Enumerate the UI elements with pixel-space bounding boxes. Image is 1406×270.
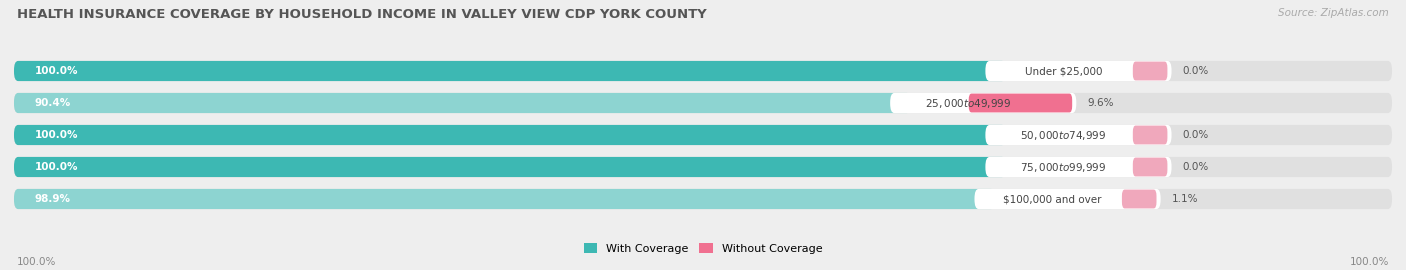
Legend: With Coverage, Without Coverage: With Coverage, Without Coverage (583, 244, 823, 254)
FancyBboxPatch shape (14, 157, 1392, 177)
Text: 98.9%: 98.9% (35, 194, 70, 204)
Text: $75,000 to $99,999: $75,000 to $99,999 (1021, 160, 1107, 174)
Text: 100.0%: 100.0% (35, 162, 79, 172)
Text: $100,000 and over: $100,000 and over (1004, 194, 1102, 204)
FancyBboxPatch shape (986, 157, 1171, 177)
FancyBboxPatch shape (890, 93, 1077, 113)
FancyBboxPatch shape (14, 125, 1392, 145)
Text: 100.0%: 100.0% (17, 257, 56, 267)
Text: 90.4%: 90.4% (35, 98, 70, 108)
FancyBboxPatch shape (14, 93, 1392, 113)
FancyBboxPatch shape (14, 93, 911, 113)
Text: 0.0%: 0.0% (1182, 66, 1209, 76)
FancyBboxPatch shape (986, 125, 1171, 145)
FancyBboxPatch shape (969, 94, 1073, 112)
Text: 0.0%: 0.0% (1182, 130, 1209, 140)
Text: 100.0%: 100.0% (35, 66, 79, 76)
FancyBboxPatch shape (1133, 62, 1167, 80)
FancyBboxPatch shape (14, 61, 1007, 81)
Text: Source: ZipAtlas.com: Source: ZipAtlas.com (1278, 8, 1389, 18)
FancyBboxPatch shape (14, 189, 995, 209)
Text: 0.0%: 0.0% (1182, 162, 1209, 172)
FancyBboxPatch shape (1133, 158, 1167, 176)
FancyBboxPatch shape (14, 125, 1007, 145)
Text: Under $25,000: Under $25,000 (1025, 66, 1102, 76)
FancyBboxPatch shape (14, 189, 1392, 209)
Text: $50,000 to $74,999: $50,000 to $74,999 (1021, 129, 1107, 141)
FancyBboxPatch shape (1133, 126, 1167, 144)
Text: 9.6%: 9.6% (1087, 98, 1114, 108)
Text: $25,000 to $49,999: $25,000 to $49,999 (925, 96, 1011, 110)
FancyBboxPatch shape (14, 157, 1007, 177)
FancyBboxPatch shape (974, 189, 1160, 209)
Text: 100.0%: 100.0% (1350, 257, 1389, 267)
FancyBboxPatch shape (986, 61, 1171, 81)
FancyBboxPatch shape (1122, 190, 1157, 208)
Text: 100.0%: 100.0% (35, 130, 79, 140)
Text: 1.1%: 1.1% (1171, 194, 1198, 204)
FancyBboxPatch shape (14, 61, 1392, 81)
Text: HEALTH INSURANCE COVERAGE BY HOUSEHOLD INCOME IN VALLEY VIEW CDP YORK COUNTY: HEALTH INSURANCE COVERAGE BY HOUSEHOLD I… (17, 8, 707, 21)
